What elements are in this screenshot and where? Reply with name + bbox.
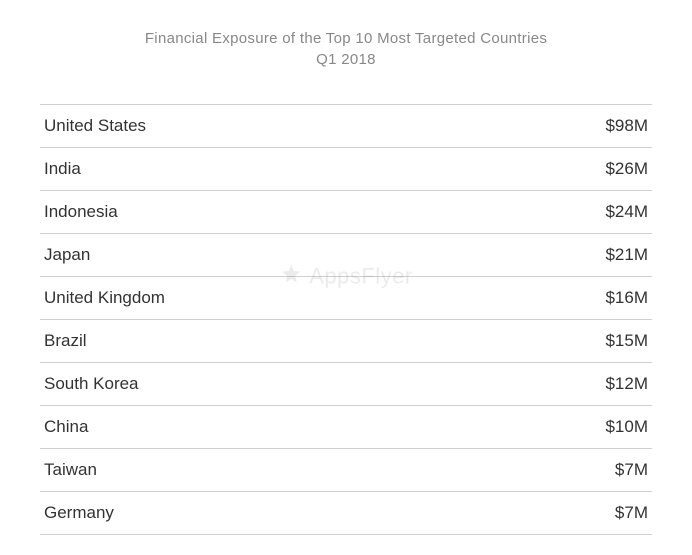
country-cell: Indonesia	[44, 202, 118, 222]
value-cell: $98M	[605, 116, 648, 136]
value-cell: $24M	[605, 202, 648, 222]
table-row: Taiwan $7M	[40, 448, 652, 491]
value-cell: $7M	[615, 460, 648, 480]
value-cell: $7M	[615, 503, 648, 523]
chart-container: Financial Exposure of the Top 10 Most Ta…	[0, 0, 692, 555]
country-cell: Brazil	[44, 331, 87, 351]
table-row: Indonesia $24M	[40, 190, 652, 233]
value-cell: $21M	[605, 245, 648, 265]
value-cell: $16M	[605, 288, 648, 308]
title-line-2: Q1 2018	[316, 51, 376, 68]
table-row: United States $98M	[40, 104, 652, 147]
table-row: Brazil $15M	[40, 319, 652, 362]
table-row: United Kingdom $16M	[40, 276, 652, 319]
country-cell: Taiwan	[44, 460, 97, 480]
value-cell: $12M	[605, 374, 648, 394]
country-cell: China	[44, 417, 88, 437]
value-cell: $10M	[605, 417, 648, 437]
data-table: United States $98M India $26M Indonesia …	[40, 104, 652, 535]
table-row: India $26M	[40, 147, 652, 190]
country-cell: Germany	[44, 503, 114, 523]
table-row: Japan $21M	[40, 233, 652, 276]
table-row: South Korea $12M	[40, 362, 652, 405]
value-cell: $15M	[605, 331, 648, 351]
table-row: China $10M	[40, 405, 652, 448]
country-cell: United Kingdom	[44, 288, 165, 308]
country-cell: Japan	[44, 245, 90, 265]
title-line-1: Financial Exposure of the Top 10 Most Ta…	[145, 30, 547, 47]
country-cell: South Korea	[44, 374, 139, 394]
country-cell: United States	[44, 116, 146, 136]
country-cell: India	[44, 159, 81, 179]
value-cell: $26M	[605, 159, 648, 179]
chart-title: Financial Exposure of the Top 10 Most Ta…	[40, 28, 652, 70]
table-row: Germany $7M	[40, 491, 652, 535]
